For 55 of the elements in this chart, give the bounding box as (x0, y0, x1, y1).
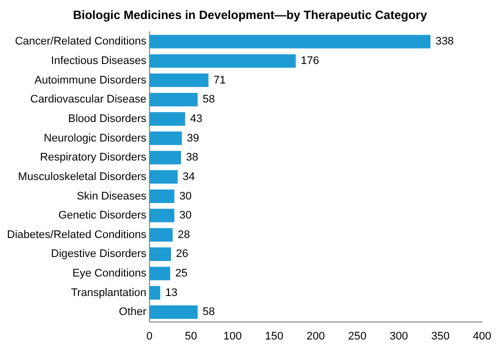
y-tick-label: Eye Conditions (72, 268, 147, 280)
x-tick-label: 200 (306, 330, 325, 342)
x-tick-label: 50 (184, 330, 198, 342)
x-tick-label: 100 (223, 330, 242, 342)
data-label: 71 (213, 74, 226, 86)
y-tick-label: Musculoskeletal Disorders (18, 170, 147, 183)
data-label: 39 (186, 132, 200, 144)
x-tick-label: 0 (146, 330, 152, 342)
data-label: 338 (435, 36, 454, 48)
y-tick-label: Blood Disorders (68, 112, 147, 125)
y-tick-label: Cardiovascular Disease (30, 94, 146, 106)
bar (149, 286, 160, 300)
y-tick-label: Other (118, 306, 147, 318)
bar (149, 54, 296, 68)
y-tick-label: Skin Diseases (76, 190, 147, 202)
bar (149, 112, 186, 126)
bar (149, 150, 182, 164)
data-label: 58 (202, 306, 215, 318)
x-tick-label: 250 (348, 330, 366, 342)
y-tick-label: Digestive Disorders (51, 248, 147, 260)
data-label: 176 (300, 55, 320, 68)
bar (149, 208, 174, 222)
data-label: 38 (186, 152, 198, 164)
bar (149, 34, 430, 48)
bar (149, 189, 174, 203)
y-tick-label: Respiratory Disorders (40, 152, 147, 164)
bar (149, 132, 182, 146)
bar (149, 266, 170, 280)
data-label: 58 (202, 94, 215, 106)
data-label: 30 (179, 190, 192, 202)
chart-title: Biologic Medicines in Development—by Therapeutic Category (72, 8, 428, 22)
y-tick-label: Autoimmune Disorders (34, 74, 147, 86)
data-label: 26 (176, 248, 188, 260)
x-tick-label: 300 (390, 330, 408, 342)
data-label: 43 (190, 112, 202, 125)
data-label: 25 (175, 268, 188, 280)
y-tick-label: Neurologic Disorders (44, 132, 147, 144)
bar (149, 228, 173, 242)
x-tick-label: 350 (431, 330, 450, 342)
data-label: 13 (165, 286, 178, 299)
x-tick-label: 400 (472, 330, 492, 342)
y-tick-label: Genetic Disorders (58, 210, 147, 222)
y-tick-label: Cancer/Related Conditions (14, 36, 147, 48)
y-tick-label: Infectious Diseases (51, 55, 147, 68)
x-tick-label: 150 (264, 330, 284, 342)
y-tick-label: Diabetes/Related Conditions (6, 228, 147, 241)
bar (149, 247, 172, 261)
bar (149, 92, 198, 106)
bar (149, 305, 198, 319)
data-label: 28 (178, 228, 190, 241)
data-label: 34 (182, 170, 195, 183)
bar (149, 170, 178, 184)
bar (149, 74, 208, 88)
data-label: 30 (179, 210, 192, 222)
y-tick-label: Transplantation (70, 286, 146, 299)
